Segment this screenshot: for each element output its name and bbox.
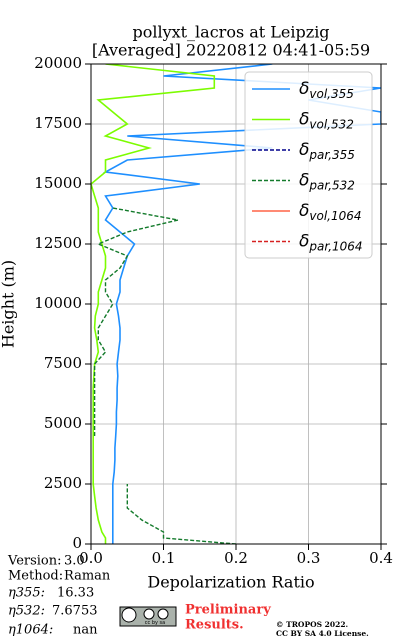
legend-symbol: δ: [299, 232, 309, 252]
legend-subscript: vol,532: [309, 117, 354, 131]
info-value: 16.33: [57, 586, 94, 601]
legend-subscript: vol,1064: [309, 209, 361, 223]
info-label: η1064:: [8, 623, 53, 638]
legend: δvol,355δvol,532δpar,355δpar,532δvol,106…: [252, 79, 363, 253]
cc-logo: cc by sa: [119, 606, 177, 627]
info-value: 3.0: [64, 554, 85, 569]
x-tick-label: 0.4: [369, 549, 393, 567]
info-label: Method:: [8, 569, 63, 584]
y-tick-label: 15000: [34, 174, 82, 192]
series-line: [126, 484, 237, 544]
legend-label: δpar,1064: [299, 232, 363, 254]
x-tick-label: 0.3: [297, 549, 321, 567]
legend-label: δvol,532: [299, 110, 354, 132]
x-tick-label: 0.1: [152, 549, 176, 567]
y-tick-label: 5000: [44, 414, 82, 432]
legend-symbol: δ: [299, 79, 309, 99]
copyright-text: CC BY SA 4.0 License.: [276, 629, 369, 638]
x-axis-label: Depolarization Ratio: [147, 573, 314, 592]
legend-label: δpar,355: [299, 140, 355, 162]
info-label: η532:: [8, 604, 45, 619]
info-label: η355:: [8, 586, 45, 601]
x-tick-label: 0.0: [79, 549, 103, 567]
y-tick-label: 2500: [44, 474, 82, 492]
info-value: 7.6753: [52, 604, 98, 619]
copyright-text: © TROPOS 2022.: [276, 620, 348, 629]
info-value: nan: [73, 623, 98, 638]
info-value: Raman: [64, 569, 111, 584]
logo-text: cc by sa: [145, 620, 165, 626]
y-tick-label: 17500: [34, 114, 82, 132]
preliminary-text: Results.: [185, 618, 244, 633]
legend-subscript: vol,355: [309, 87, 354, 101]
legend-symbol: δ: [299, 201, 309, 221]
y-tick-label: 10000: [34, 294, 82, 312]
logo-by: [143, 608, 155, 620]
ticks: 0.0 0.1 0.2 0.3 0.4 0 2500 5000 7500 10000 12500 15…: [34, 54, 393, 567]
legend-symbol: δ: [299, 171, 309, 191]
y-axis-label: Height (m): [0, 260, 18, 348]
legend-label: δvol,1064: [299, 201, 362, 223]
legend-label: δvol,355: [299, 79, 354, 101]
legend-label: δpar,532: [299, 171, 355, 193]
logo-cc: [121, 607, 137, 623]
y-tick-label: 0: [72, 534, 82, 552]
x-tick-label: 0.2: [224, 549, 248, 567]
chart-subtitle: [Averaged] 20220812 04:41-05:59: [92, 41, 370, 60]
logo-sa: [157, 608, 169, 620]
legend-subscript: par,355: [308, 148, 355, 162]
preliminary-text: Preliminary: [185, 603, 271, 618]
legend-symbol: δ: [299, 140, 309, 160]
series-line: [93, 207, 179, 436]
y-tick-label: 7500: [44, 354, 82, 372]
y-tick-label: 12500: [34, 234, 82, 252]
legend-subscript: par,1064: [308, 239, 362, 253]
legend-symbol: δ: [299, 110, 309, 130]
chart-title: pollyxt_lacros at Leipzig: [132, 23, 329, 42]
y-tick-label: 20000: [34, 54, 82, 72]
info-label: Version:: [7, 554, 62, 569]
series-line: [91, 64, 216, 544]
legend-subscript: par,532: [308, 178, 355, 192]
